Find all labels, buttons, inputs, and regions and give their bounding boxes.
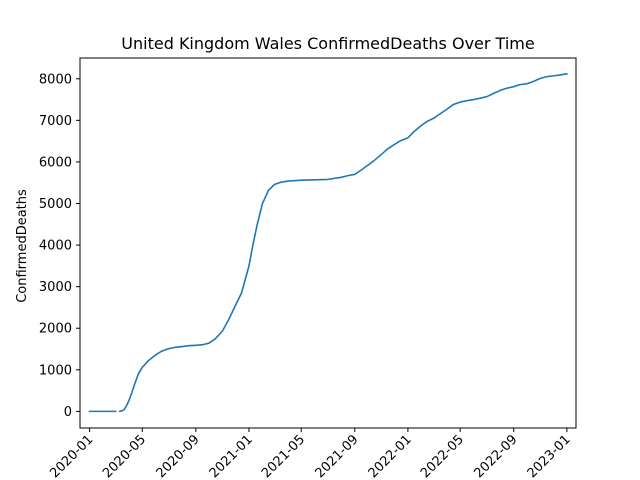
x-tick-label: 2020-09	[154, 432, 203, 480]
x-axis: 2020-01 2020-05 2020-09 2021-01 2021-05 2021-…	[47, 428, 574, 480]
y-tick-label: 1000	[39, 363, 72, 378]
y-tick-label: 2000	[39, 322, 72, 337]
chart-title: United Kingdom Wales ConfirmedDeaths Ove…	[121, 34, 534, 53]
y-axis: 0 1000 2000 3000 4000 5000 6000 7000 8000	[39, 72, 80, 420]
y-tick-label: 5000	[39, 197, 72, 212]
y-tick-label: 0	[64, 405, 72, 420]
x-tick-label: 2021-09	[313, 432, 362, 480]
y-tick-label: 4000	[39, 239, 72, 254]
x-tick-label: 2022-09	[472, 432, 521, 480]
y-tick-label: 8000	[39, 72, 72, 87]
y-tick-label: 7000	[39, 114, 72, 129]
x-tick-label: 2022-01	[366, 432, 415, 480]
x-tick-label: 2021-01	[207, 432, 256, 480]
x-tick-label: 2022-05	[418, 432, 467, 480]
y-tick-label: 3000	[39, 280, 72, 295]
x-tick-label: 2023-01	[525, 432, 574, 480]
x-tick-label: 2020-01	[47, 432, 96, 480]
y-axis-label: ConfirmedDeaths	[15, 189, 30, 303]
y-tick-label: 6000	[39, 155, 72, 170]
plot-lines	[88, 72, 568, 413]
plot-frame	[79, 57, 577, 429]
x-tick-label: 2020-05	[100, 432, 149, 480]
x-tick-label: 2021-05	[259, 432, 308, 480]
series-line	[118, 72, 568, 413]
